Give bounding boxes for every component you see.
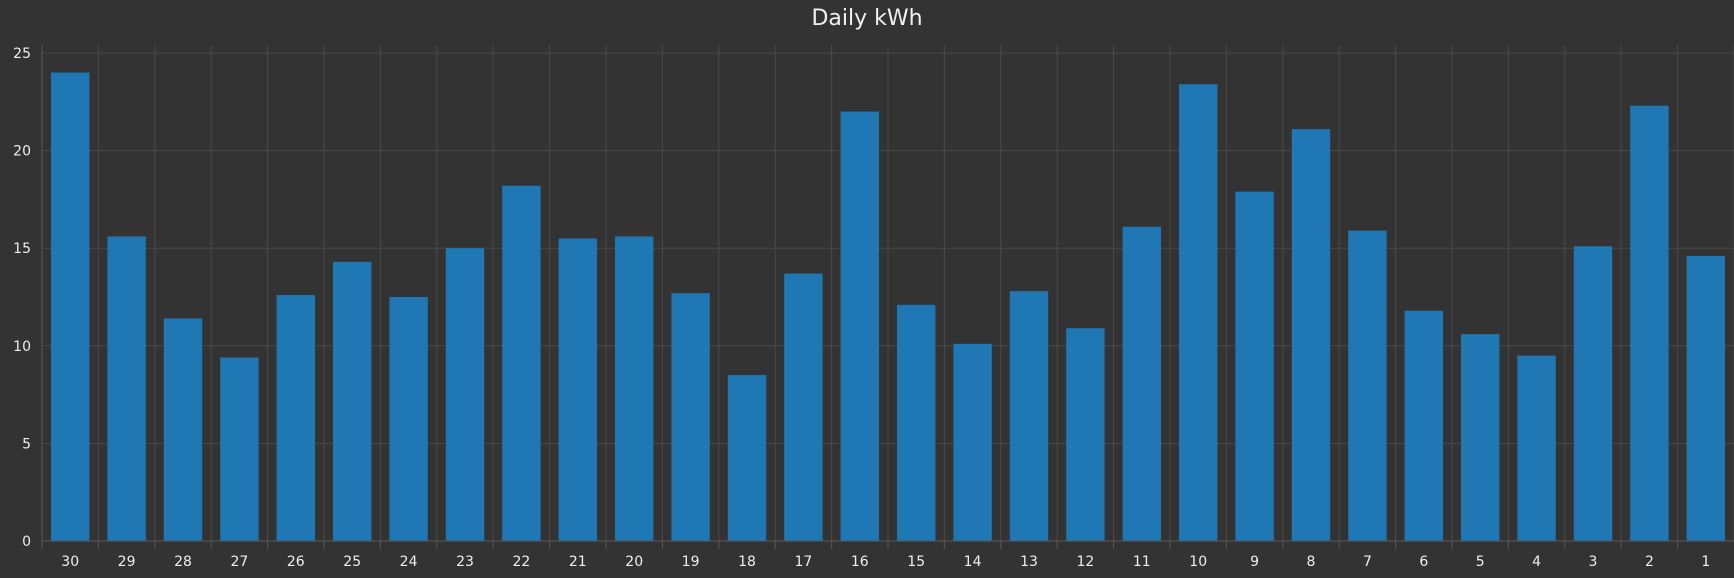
x-tick-label: 8 [1307,554,1316,570]
x-tick-label: 15 [907,554,925,570]
x-tick-label: 3 [1589,554,1598,570]
chart-title: Daily kWh [811,6,923,31]
bar[interactable] [897,304,936,541]
x-tick-label: 17 [794,554,812,570]
bar[interactable] [502,185,541,541]
x-tick-label: 1 [1701,554,1710,570]
y-tick-label: 25 [13,46,31,62]
x-tick-label: 26 [287,554,305,570]
bar[interactable] [1179,84,1218,542]
bar[interactable] [333,261,372,541]
bar[interactable] [107,236,146,541]
x-tick-label: 22 [512,554,530,570]
bar[interactable] [389,297,428,541]
bar[interactable] [784,273,823,541]
bar[interactable] [276,295,315,541]
bar[interactable] [51,72,90,542]
bar[interactable] [1630,105,1669,541]
bar[interactable] [1404,310,1443,541]
x-tick-label: 25 [343,554,361,570]
bar[interactable] [1573,246,1613,542]
x-tick-label: 9 [1250,554,1259,570]
x-tick-label: 10 [1189,554,1207,570]
bar[interactable] [671,293,710,541]
x-tick-label: 18 [738,554,756,570]
bar[interactable] [1686,256,1725,541]
x-tick-label: 27 [230,554,248,570]
y-tick-label: 20 [13,144,31,160]
bar[interactable] [953,343,992,541]
x-tick-label: 7 [1363,554,1372,570]
bar[interactable] [840,111,879,541]
bar[interactable] [1461,334,1500,541]
bar[interactable] [1122,226,1161,541]
x-tick-label: 29 [118,554,136,570]
x-tick-label: 13 [1020,554,1038,570]
x-tick-label: 12 [1076,554,1094,570]
bar[interactable] [163,318,203,541]
bar[interactable] [1066,328,1105,541]
y-tick-label: 15 [13,241,31,257]
bar[interactable] [558,238,597,541]
y-tick-label: 0 [22,534,31,550]
bar[interactable] [1517,355,1556,541]
x-tick-label: 11 [1133,554,1151,570]
bar[interactable] [445,248,485,541]
x-tick-label: 30 [61,554,79,570]
bar[interactable] [1009,291,1049,541]
bar[interactable] [727,375,767,541]
x-tick-label: 19 [682,554,700,570]
x-tick-label: 28 [174,554,192,570]
x-tick-label: 6 [1419,554,1428,570]
bar[interactable] [615,236,654,541]
y-tick-label: 10 [13,339,31,355]
x-tick-label: 20 [625,554,643,570]
y-tick-label: 5 [22,436,31,452]
x-tick-label: 21 [569,554,587,570]
bar[interactable] [1235,191,1274,542]
x-tick-label: 16 [851,554,869,570]
bar[interactable] [1348,230,1387,541]
x-tick-label: 24 [400,554,418,570]
x-tick-label: 23 [456,554,474,570]
x-tick-label: 4 [1532,554,1541,570]
bar[interactable] [1291,129,1331,542]
bar[interactable] [220,357,259,541]
x-tick-label: 14 [964,554,982,570]
x-tick-label: 5 [1476,554,1485,570]
x-tick-label: 2 [1645,554,1654,570]
